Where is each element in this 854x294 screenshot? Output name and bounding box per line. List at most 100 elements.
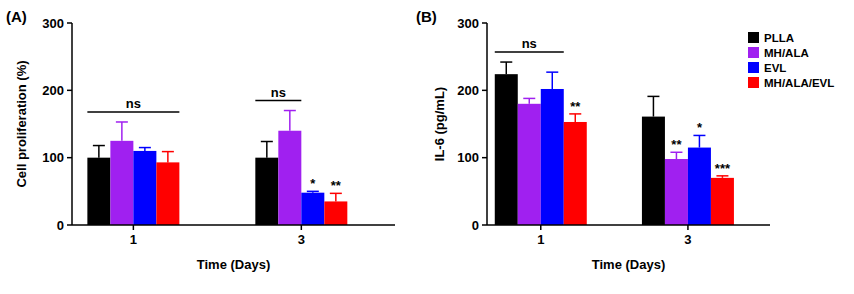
bar	[688, 148, 711, 225]
significance-bracket	[255, 100, 301, 102]
significance-bracket	[495, 51, 564, 53]
error-line	[121, 122, 123, 141]
significance-bracket	[87, 111, 179, 113]
error-line	[167, 152, 169, 163]
y-tick-label: 200	[42, 83, 64, 98]
error-cap	[284, 110, 296, 112]
y-tick-label: 0	[472, 218, 479, 233]
bar	[711, 178, 734, 225]
marks	[87, 111, 347, 225]
error-bar	[670, 152, 682, 159]
error-bar	[500, 62, 512, 74]
significance-label: **	[671, 137, 682, 152]
panel-title: (B)	[416, 8, 437, 25]
bar	[564, 122, 587, 225]
error-bar	[93, 146, 105, 158]
y-tick	[482, 157, 487, 159]
bar	[324, 201, 347, 225]
y-tick-label: 0	[57, 218, 64, 233]
error-line	[98, 146, 100, 158]
legend-swatch	[748, 32, 759, 43]
bar	[642, 117, 665, 225]
y-tick-label: 200	[457, 83, 479, 98]
legend-swatch	[748, 47, 759, 58]
error-bar	[261, 142, 273, 158]
error-bar	[162, 152, 174, 163]
bar	[156, 162, 179, 225]
significance-label: **	[331, 178, 342, 193]
error-bar	[569, 114, 581, 122]
figure: (A) 0 100 200 300 1 3 Time (Days) Cell prolifera…	[0, 0, 854, 294]
bar	[278, 131, 301, 225]
x-tick	[301, 225, 303, 230]
x-tick	[133, 225, 135, 230]
significance-label: ns	[271, 85, 286, 100]
error-line	[699, 135, 701, 147]
error-line	[506, 62, 508, 74]
significance-label: ns	[522, 36, 537, 51]
y-tick-label: 100	[42, 150, 64, 165]
bar	[255, 158, 278, 225]
error-cap	[139, 147, 151, 149]
bar	[495, 74, 518, 225]
significance-label: *	[310, 176, 316, 191]
panel-title: (A)	[6, 8, 27, 25]
bar	[110, 141, 133, 225]
error-bar	[693, 135, 705, 147]
error-cap	[116, 121, 128, 123]
bar	[133, 151, 156, 225]
error-line	[529, 98, 531, 103]
panel: (B)010020030013Time (Days)IL-6 (pg/mL)ns…	[416, 8, 834, 272]
error-cap	[261, 141, 273, 143]
error-bar	[647, 96, 659, 116]
y-tick	[482, 224, 487, 226]
y-axis	[71, 23, 73, 225]
error-bar	[523, 98, 535, 103]
x-tick-label: 3	[298, 232, 305, 247]
x-axis-label: Time (Days)	[592, 257, 665, 272]
bar	[541, 89, 564, 225]
y-tick-label: 300	[457, 16, 479, 31]
legend-swatch	[748, 77, 759, 88]
x-tick-label: 1	[537, 232, 544, 247]
x-axis-label: Time (Days)	[197, 257, 270, 272]
error-line	[653, 96, 655, 116]
error-bar	[284, 111, 296, 131]
bar	[87, 158, 110, 225]
error-cap	[500, 61, 512, 63]
error-bar	[716, 176, 728, 178]
legend-label: MH/ALA/EVL	[764, 77, 834, 89]
legend-label: EVL	[764, 62, 786, 74]
significance-label: ns	[126, 96, 141, 111]
error-bar	[546, 72, 558, 89]
significance-label: **	[570, 99, 581, 114]
marks	[495, 62, 734, 225]
error-cap	[162, 151, 174, 153]
y-tick	[482, 22, 487, 24]
error-line	[676, 152, 678, 159]
bar	[518, 104, 541, 225]
y-tick	[482, 90, 487, 92]
error-line	[335, 193, 337, 201]
error-bar	[139, 148, 151, 151]
y-tick-label: 100	[457, 150, 479, 165]
significance-label: *	[697, 120, 703, 135]
significance-label: ***	[715, 161, 731, 176]
panel: (A) 0 100 200 300 1 3 Time (Days) Cell prolifera…	[6, 8, 395, 272]
error-line	[575, 114, 577, 122]
y-axis	[486, 23, 488, 225]
x-tick	[687, 225, 689, 230]
legend-swatch	[748, 62, 759, 73]
x-axis	[72, 224, 395, 226]
x-tick-label: 1	[130, 232, 137, 247]
legend: PLLAMH/ALAEVLMH/ALA/EVL	[748, 32, 834, 89]
bar	[301, 193, 324, 225]
error-cap	[647, 96, 659, 98]
y-axis-label: Cell proliferation (%)	[14, 60, 29, 187]
bar	[665, 159, 688, 225]
x-tick-label: 3	[684, 232, 691, 247]
x-axis	[487, 224, 770, 226]
y-tick-label: 300	[42, 16, 64, 31]
error-line	[289, 111, 291, 131]
x-tick	[540, 225, 542, 230]
